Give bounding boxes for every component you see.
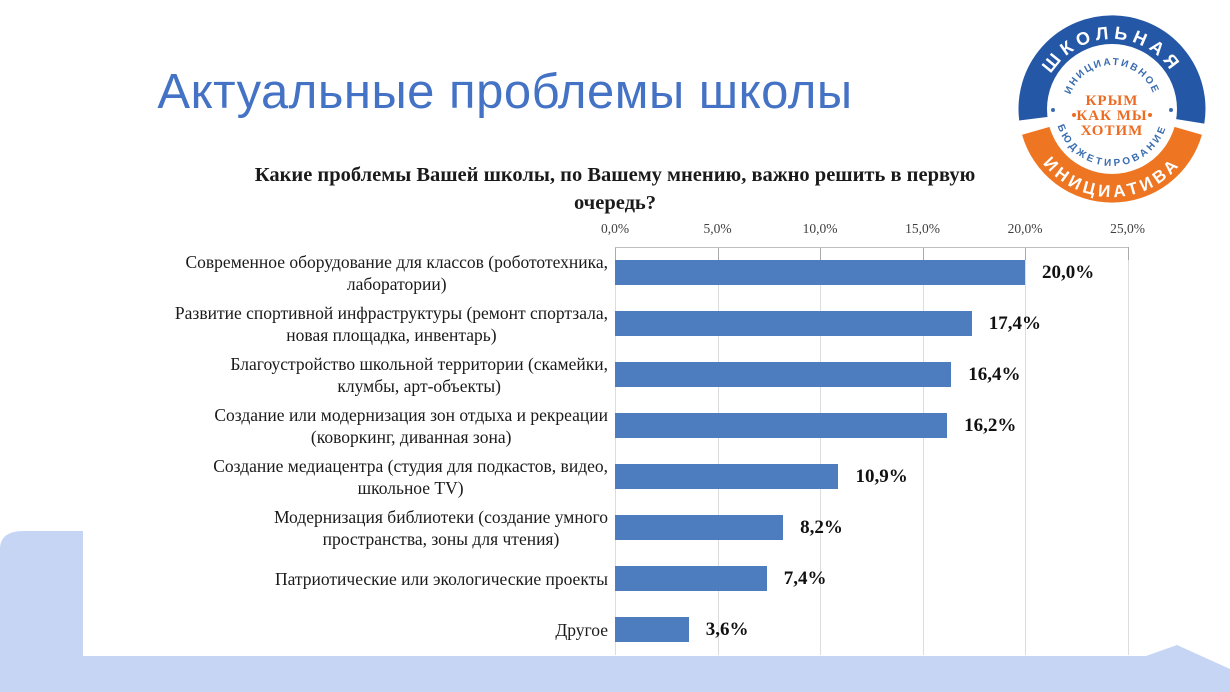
logo-center-left-dot-icon	[1072, 113, 1076, 117]
x-axis-tick-label: 25,0%	[1110, 221, 1145, 236]
gridline	[1127, 247, 1129, 655]
logo-left-separator-dot-icon	[1051, 108, 1055, 112]
category-label: Благоустройство школьной территории (ска…	[230, 353, 608, 396]
category-label: Развитие спортивной инфраструктуры (ремо…	[174, 302, 608, 345]
x-axis-tick-mark	[1025, 247, 1026, 260]
logo-center-line-1: КРЫМ	[1086, 93, 1139, 109]
bar	[615, 260, 1025, 285]
bar-value-label: 8,2%	[800, 516, 843, 538]
bar-value-label: 20,0%	[1042, 261, 1095, 283]
school-initiative-logo: ШКОЛЬНАЯ ИНИЦИАТИВА ИНИЦИАТИВНОЕ БЮДЖЕТИ…	[1017, 14, 1207, 204]
gridline	[717, 247, 719, 655]
bar-value-label: 16,2%	[964, 414, 1017, 436]
bar	[615, 566, 767, 591]
x-axis-tick-label: 5,0%	[703, 221, 732, 236]
bottom-band-arrow-shape	[0, 645, 1230, 692]
bar	[615, 413, 948, 438]
category-label: Современное оборудование для классов (ро…	[185, 251, 609, 294]
bar	[615, 515, 784, 540]
category-label: Создание медиацентра (студия для подкаст…	[213, 455, 608, 498]
x-axis-tick-mark	[820, 247, 821, 260]
bar-value-label: 10,9%	[855, 465, 908, 487]
logo-blue-ring-segment	[1018, 15, 1206, 124]
category-label: Создание или модернизация зон отдыха и р…	[214, 404, 608, 447]
chart-title: Какие проблемы Вашей школы, по Вашему мн…	[254, 164, 976, 214]
bottom-left-wave-shape	[0, 531, 83, 692]
gridline	[820, 247, 821, 655]
logo-center-line-2: КАК МЫ	[1076, 108, 1147, 124]
logo-inner-circle	[1047, 44, 1177, 174]
x-axis-tick-label: 20,0%	[1007, 221, 1043, 236]
category-label: Модернизация библиотеки (создание умного…	[273, 506, 608, 549]
logo-orange-ring-segment	[1022, 126, 1202, 203]
bar	[615, 362, 952, 387]
x-axis-line	[615, 247, 1128, 248]
x-axis-tick-mark	[922, 247, 924, 260]
gridline	[615, 247, 616, 655]
logo-right-separator-dot-icon	[1169, 108, 1173, 112]
x-axis-tick-mark	[717, 247, 719, 260]
x-axis-tick-mark	[1127, 247, 1129, 260]
x-axis-tick-label: 15,0%	[905, 221, 940, 236]
bar	[615, 464, 839, 489]
bar-value-label: 3,6%	[705, 618, 749, 640]
logo-center-line-3: ХОТИМ	[1081, 123, 1144, 139]
x-axis-tick-mark	[615, 247, 616, 260]
x-axis-tick-label: 0,0%	[600, 221, 630, 236]
gridline	[922, 247, 924, 655]
logo-center-right-dot-icon	[1148, 113, 1152, 117]
slide-title: Актуальные проблемы школы	[157, 65, 853, 119]
category-label: Другое	[555, 619, 608, 640]
bar	[615, 617, 689, 642]
bar	[615, 311, 972, 336]
bar-value-label: 17,4%	[988, 312, 1041, 334]
bar-value-label: 7,4%	[783, 567, 827, 589]
category-label: Патриотические или экологические проекты	[274, 568, 608, 589]
x-axis-tick-label: 10,0%	[802, 221, 838, 236]
gridline	[1025, 247, 1026, 655]
bar-value-label: 16,4%	[968, 363, 1021, 385]
